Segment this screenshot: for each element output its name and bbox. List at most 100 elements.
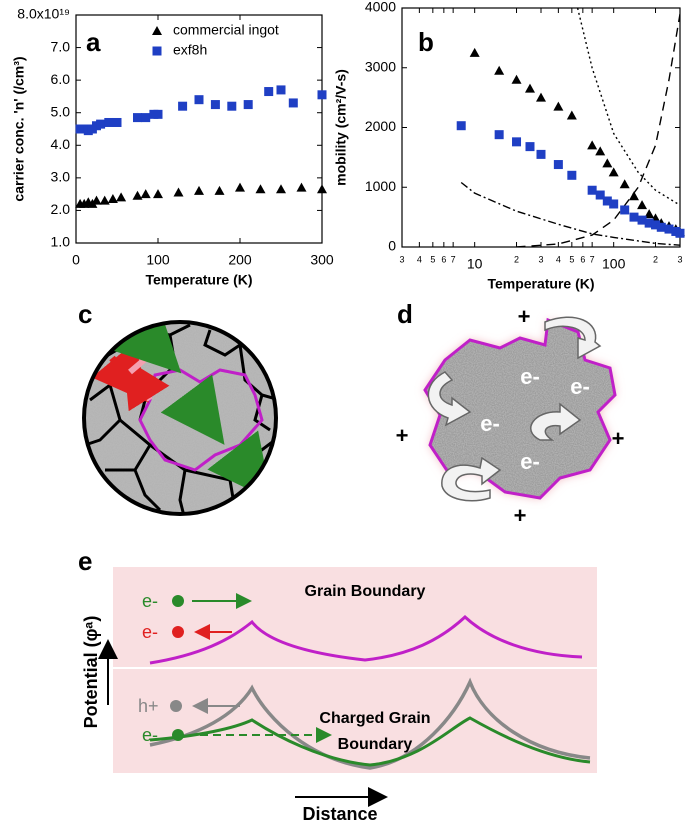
y-tick-label: 3.0 — [51, 169, 71, 185]
marker — [524, 83, 535, 93]
y-axis-label: carrier conc. 'n' (/cm³) — [11, 56, 27, 201]
model-curve — [516, 13, 680, 247]
arrow — [160, 374, 225, 445]
y-tick-label: 4.0 — [51, 136, 71, 152]
marker — [587, 140, 598, 150]
x-tick-label: 10 — [467, 256, 483, 272]
x-tick-label: 5 — [430, 254, 435, 264]
marker — [566, 110, 577, 120]
y-tick-label: 5.0 — [51, 103, 71, 119]
marker — [296, 182, 307, 192]
marker — [255, 184, 266, 194]
label: Boundary — [338, 736, 413, 753]
marker — [637, 215, 647, 225]
marker — [536, 92, 546, 102]
marker — [469, 47, 480, 57]
y-tick-label: 1.0 — [51, 234, 71, 250]
texture — [84, 322, 276, 514]
marker — [96, 119, 106, 129]
panel-label: a — [86, 27, 101, 57]
marker — [511, 74, 522, 84]
carrier: e- — [142, 591, 158, 611]
x-axis-label: Temperature (K) — [145, 272, 252, 288]
marker — [637, 200, 648, 210]
marker — [525, 142, 535, 152]
x-tick-label: 4 — [417, 254, 422, 264]
charge: + — [518, 304, 531, 329]
model-curve — [576, 8, 680, 206]
marker — [629, 212, 639, 222]
marker — [567, 170, 577, 180]
marker — [608, 167, 619, 177]
y-tick-label: 0 — [388, 238, 396, 254]
marker — [104, 117, 114, 127]
arrow — [113, 322, 182, 374]
marker — [133, 113, 142, 123]
marker — [628, 191, 639, 201]
marker — [656, 222, 666, 232]
panel-d: d + + + + e- e- e- e- — [396, 299, 625, 528]
y-tick-label: 2.0 — [51, 201, 71, 217]
marker — [317, 184, 327, 194]
marker — [141, 113, 151, 123]
marker — [456, 121, 466, 131]
marker — [609, 199, 619, 209]
marker — [91, 195, 102, 205]
marker — [602, 158, 613, 168]
panel-c: c — [78, 299, 278, 516]
y-tick-label: 8.0x10¹⁹ — [17, 6, 70, 22]
x-tick-label: 200 — [228, 252, 252, 268]
marker — [595, 190, 605, 200]
marker — [99, 195, 110, 205]
x-tick-label: 300 — [310, 252, 334, 268]
x-axis-label: Temperature (K) — [487, 276, 594, 292]
marker — [620, 205, 630, 215]
marker — [132, 190, 143, 200]
marker — [194, 95, 204, 105]
marker — [210, 100, 220, 110]
marker — [276, 85, 286, 95]
marker — [243, 100, 253, 110]
y-tick-label: 1000 — [365, 178, 396, 194]
marker — [317, 90, 327, 100]
marker — [178, 101, 188, 111]
circulation-arrows — [427, 316, 602, 502]
axis-label: Distance — [302, 804, 377, 824]
plot-frame — [401, 7, 681, 248]
y-axis-label: mobility (cm²/V-s) — [333, 69, 349, 186]
panel-label: c — [78, 299, 92, 329]
marker — [602, 196, 612, 206]
panel-label: b — [418, 27, 434, 57]
carrier-dot — [170, 700, 182, 712]
carrier-dot — [172, 729, 184, 741]
arrow — [123, 357, 170, 412]
x-tick-label: 6 — [580, 254, 585, 264]
marker — [214, 185, 225, 195]
carrier: e- — [142, 622, 158, 642]
model-curve — [460, 181, 680, 246]
y-tick-label: 4000 — [365, 0, 396, 15]
marker — [112, 117, 122, 127]
marker — [173, 187, 184, 197]
electron: e- — [570, 374, 590, 399]
marker — [644, 209, 655, 219]
x-tick-label: 7 — [451, 254, 456, 264]
y-tick-label: 6.0 — [51, 71, 71, 87]
charge: + — [612, 426, 625, 451]
marker — [153, 189, 163, 199]
marker — [194, 185, 204, 195]
electron: e- — [520, 364, 540, 389]
charge: + — [396, 423, 409, 448]
panel-label: e — [78, 546, 92, 576]
marker — [140, 189, 151, 199]
electron: e- — [520, 449, 540, 474]
legend-marker — [152, 46, 162, 56]
marker — [553, 101, 564, 111]
marker — [276, 184, 286, 194]
marker — [153, 109, 163, 119]
marker — [227, 101, 237, 111]
x-tick-label: 3 — [538, 254, 543, 264]
sample — [82, 320, 278, 516]
legend-label: commercial ingot — [173, 22, 279, 38]
carrier-dot — [172, 626, 184, 638]
